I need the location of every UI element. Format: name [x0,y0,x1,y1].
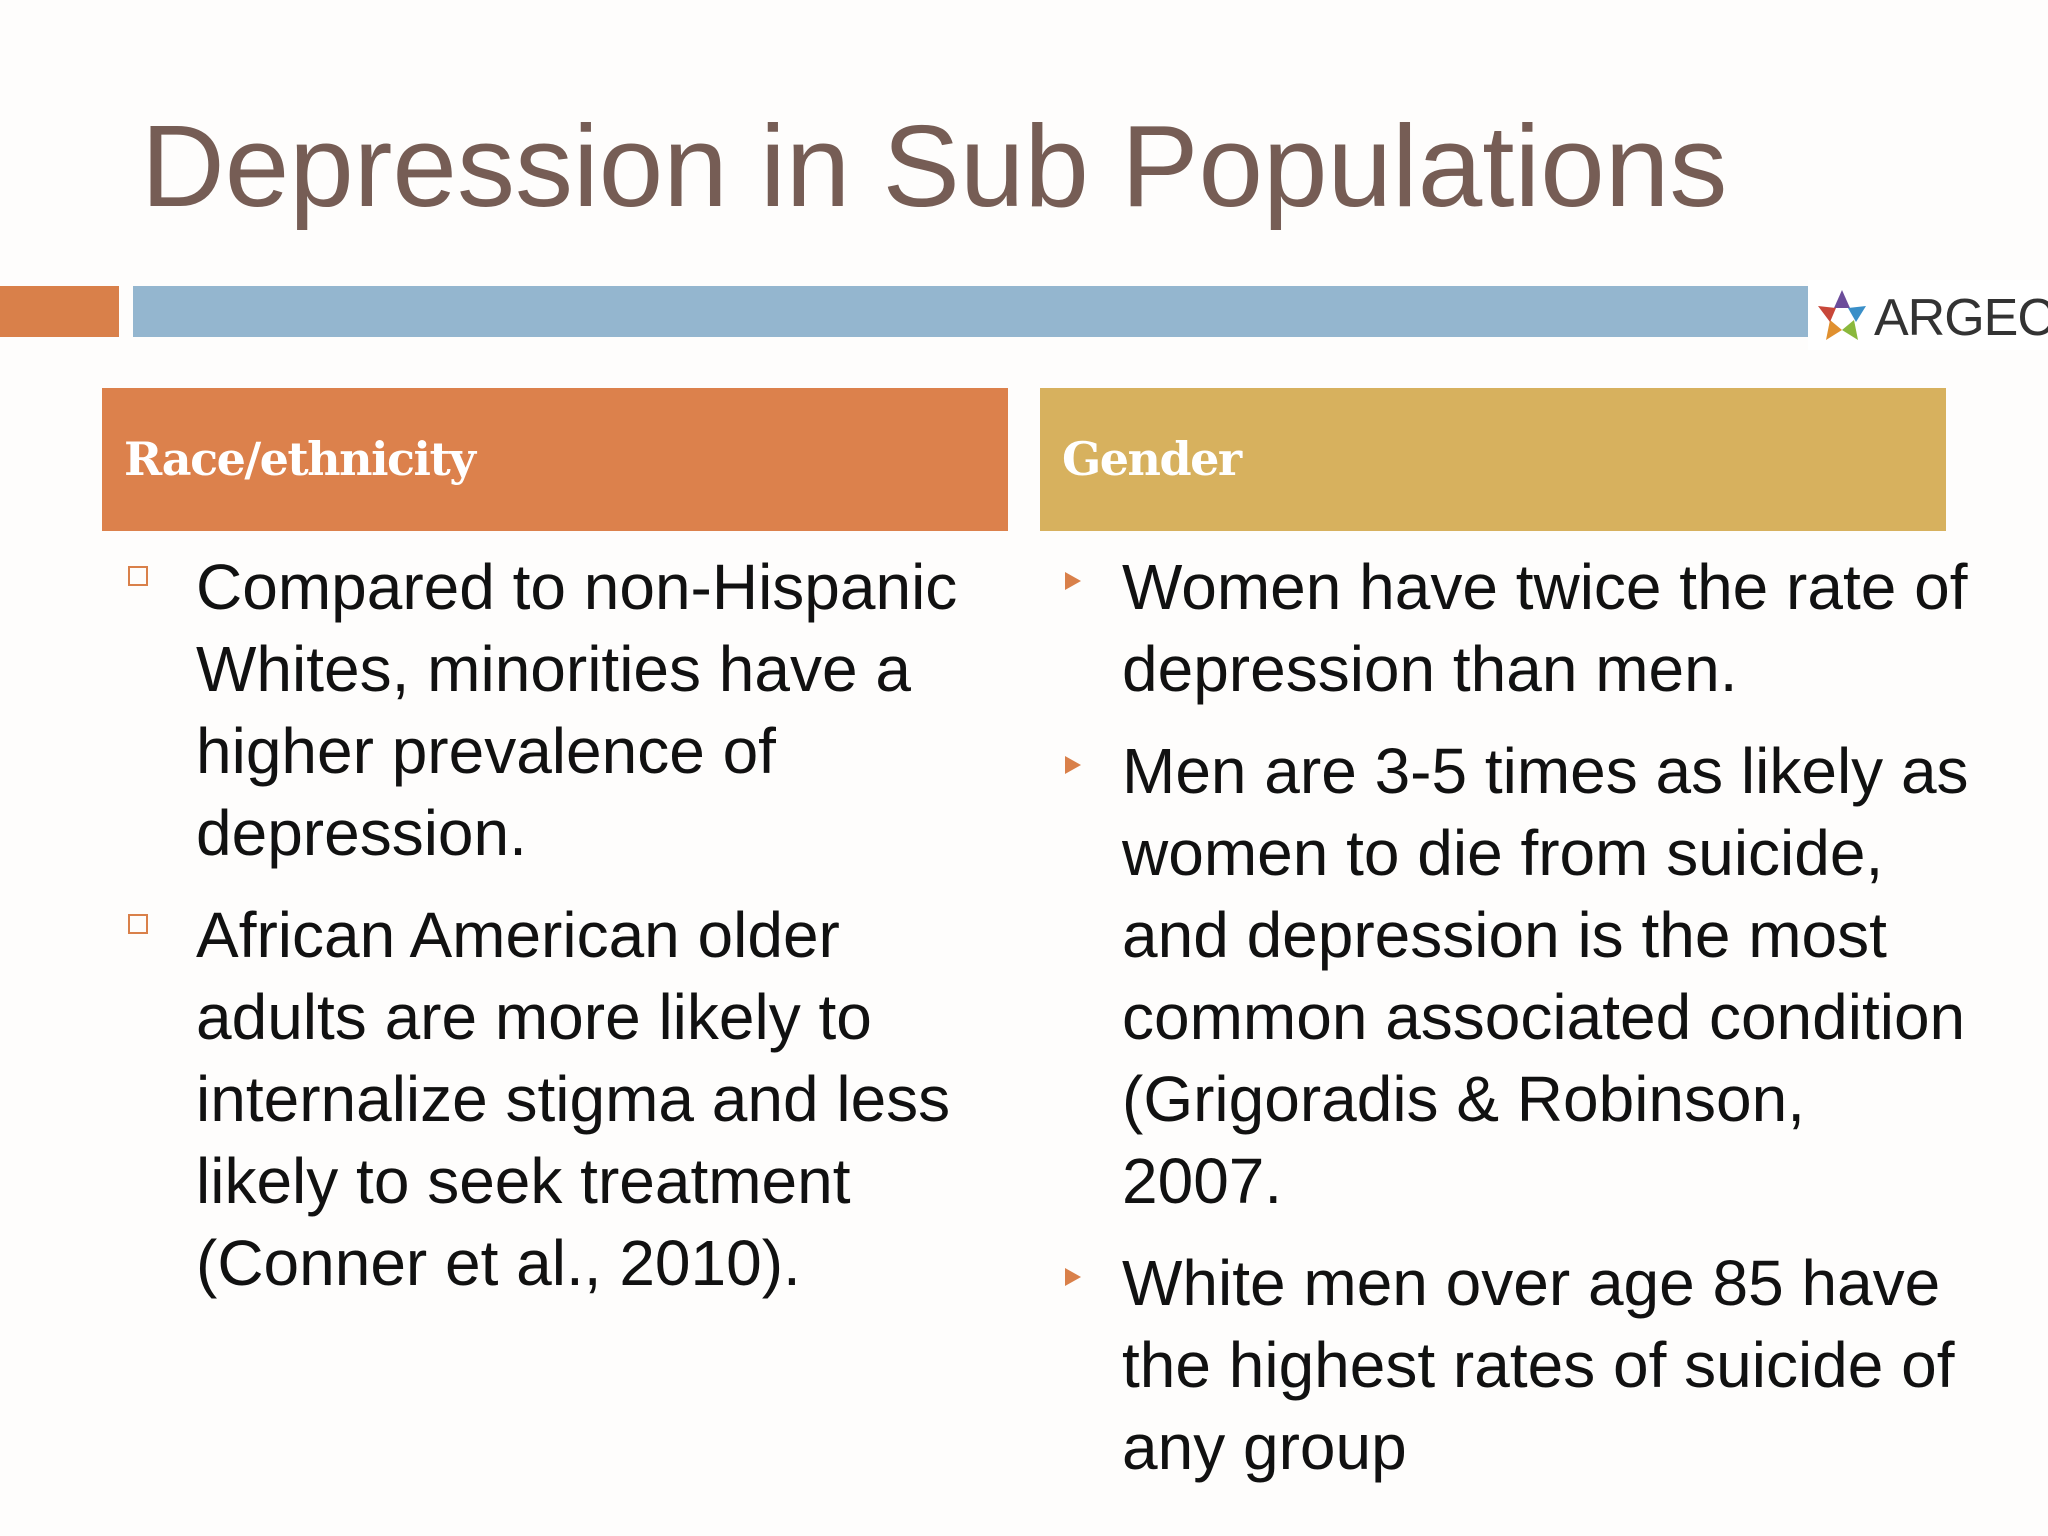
race-ethnicity-bullet-list: Compared to non-Hispanic Whites, minorit… [124,546,1004,1324]
accent-bar-blue [133,286,1808,337]
accent-bar-orange [0,286,119,337]
triangle-arrow-bullet-icon [1065,572,1081,590]
list-item: Compared to non-Hispanic Whites, minorit… [124,546,1004,874]
gender-bullet-list: Women have twice the rate of depression … [1060,546,1980,1508]
slide-title: Depression in Sub Populations [141,101,1728,231]
bullet-text: Men are 3-5 times as likely as women to … [1122,735,1969,1217]
list-item: Men are 3-5 times as likely as women to … [1060,730,1980,1222]
triangle-arrow-bullet-icon [1065,756,1081,774]
triangle-arrow-bullet-icon [1065,1268,1081,1286]
argec-logo: ARGEC [1808,280,2048,350]
logo-text: ARGEC [1874,289,2048,347]
bullet-text: White men over age 85 have the highest r… [1122,1247,1955,1483]
bullet-text: Women have twice the rate of depression … [1122,551,1968,705]
bullet-text: Compared to non-Hispanic Whites, minorit… [196,551,958,869]
hollow-square-bullet-icon [128,914,148,934]
list-item: Women have twice the rate of depression … [1060,546,1980,710]
bullet-text: African American older adults are more l… [196,899,951,1299]
list-item: African American older adults are more l… [124,894,1004,1304]
hollow-square-bullet-icon [128,566,148,586]
column-header-gender: Gender [1040,388,1946,531]
list-item: White men over age 85 have the highest r… [1060,1242,1980,1488]
column-header-race-ethnicity: Race/ethnicity [102,388,1008,531]
argec-star-logo-icon [1818,290,1866,340]
